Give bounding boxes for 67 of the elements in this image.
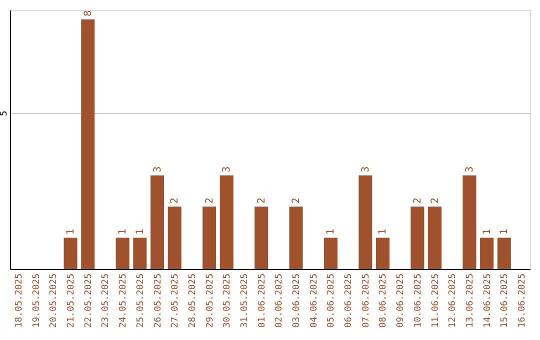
bar	[376, 238, 390, 269]
x-tick-label: 06.06.2025	[344, 274, 354, 328]
x-tick-label: 02.06.2025	[274, 274, 285, 328]
data-label: 1	[118, 228, 129, 235]
bar	[289, 206, 303, 269]
data-label: 3	[360, 166, 372, 172]
x-tick-label: 07.06.2025	[361, 274, 372, 328]
bar	[254, 206, 268, 269]
data-label: 3	[222, 166, 233, 172]
data-label: 1	[482, 228, 493, 235]
x-tick-label: 11.06.2025	[430, 274, 441, 328]
data-label: 1	[134, 228, 146, 235]
bar	[358, 175, 372, 269]
data-label: 3	[464, 166, 476, 172]
x-tick-label: 21.05.2025	[66, 274, 77, 328]
data-label: 2	[291, 198, 302, 204]
bar	[64, 238, 78, 269]
x-tick-label: 29.05.2025	[205, 274, 216, 328]
x-tick-label: 31.05.2025	[240, 274, 250, 328]
x-tick-label: 24.05.2025	[118, 274, 129, 328]
data-label: 1	[66, 228, 77, 235]
data-label: 3	[152, 166, 164, 172]
bar	[410, 206, 424, 269]
x-tick-label: 25.05.2025	[136, 274, 146, 328]
bar	[324, 238, 338, 269]
bar	[428, 206, 442, 269]
x-tick-label: 27.05.2025	[170, 274, 181, 328]
bar	[116, 238, 130, 269]
x-tick-label: 08.06.2025	[378, 274, 389, 328]
x-tick-label: 30.05.2025	[222, 274, 233, 328]
bar	[202, 206, 216, 269]
x-tick-label: 10.06.2025	[413, 274, 424, 328]
x-tick-label: 28.05.2025	[188, 274, 198, 328]
x-tick-label: 19.05.2025	[32, 274, 42, 328]
x-tick-label: 05.06.2025	[326, 274, 337, 328]
y-tick-label: 5	[0, 110, 10, 116]
data-label: 2	[170, 198, 181, 204]
x-tick-label: 22.05.2025	[84, 274, 94, 328]
x-tick-label: 12.06.2025	[448, 274, 458, 328]
data-label: 1	[378, 228, 389, 235]
x-tick-label: 15.06.2025	[500, 274, 510, 328]
x-tick-label: 04.06.2025	[309, 274, 320, 328]
data-label: 8	[82, 10, 94, 16]
data-label: 1	[326, 228, 337, 235]
data-label: 1	[499, 228, 510, 235]
bar	[168, 206, 182, 269]
data-label: 2	[204, 198, 216, 204]
x-tick-label: 14.06.2025	[482, 274, 493, 328]
bar	[480, 238, 494, 269]
x-tick-label: 01.06.2025	[257, 274, 268, 328]
x-tick-label: 03.06.2025	[292, 274, 302, 328]
x-tick-label: 26.05.2025	[153, 274, 164, 328]
bar	[81, 19, 95, 269]
bar	[133, 238, 147, 269]
bar	[462, 175, 476, 269]
data-label: 2	[412, 198, 424, 204]
data-label: 2	[256, 198, 268, 204]
data-label: 2	[430, 198, 441, 204]
x-tick-label: 18.05.2025	[14, 274, 24, 328]
x-tick-label: 16.06.2025	[518, 274, 528, 328]
bar	[150, 175, 164, 269]
bar	[220, 175, 234, 269]
x-tick-label: 13.06.2025	[465, 274, 476, 328]
x-tick-label: 20.05.2025	[49, 274, 60, 328]
x-tick-label: 09.06.2025	[396, 274, 406, 328]
bar	[497, 238, 511, 269]
x-tick-label: 23.05.2025	[101, 274, 112, 328]
